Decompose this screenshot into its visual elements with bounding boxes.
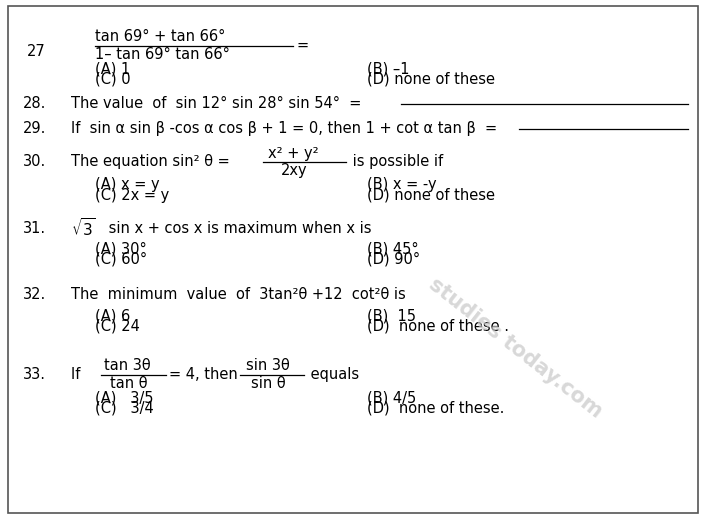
Text: = 4, then: = 4, then xyxy=(169,367,238,382)
Text: (A) 30°: (A) 30° xyxy=(95,242,147,256)
Text: (B) –1: (B) –1 xyxy=(367,61,409,76)
Text: 1– tan 69° tan 66°: 1– tan 69° tan 66° xyxy=(95,47,230,62)
Text: sin θ: sin θ xyxy=(251,376,286,391)
Text: (A) 6: (A) 6 xyxy=(95,308,131,323)
Text: studies today.com: studies today.com xyxy=(425,274,606,421)
Text: (B) 4/5: (B) 4/5 xyxy=(367,390,417,405)
Text: (D) 90°: (D) 90° xyxy=(367,252,420,267)
Text: =: = xyxy=(297,38,309,53)
Text: (B) 45°: (B) 45° xyxy=(367,242,419,256)
Text: (A)   3/5: (A) 3/5 xyxy=(95,390,154,405)
Text: (C) 2x = y: (C) 2x = y xyxy=(95,188,169,202)
Text: (A) x = y: (A) x = y xyxy=(95,177,160,192)
Text: sin x + cos x is maximum when x is: sin x + cos x is maximum when x is xyxy=(104,221,372,236)
Text: 2xy: 2xy xyxy=(281,163,308,177)
Text: (D) none of these: (D) none of these xyxy=(367,188,495,202)
Text: (A) 1: (A) 1 xyxy=(95,61,131,76)
Text: equals: equals xyxy=(306,367,359,382)
Text: tan 3θ: tan 3θ xyxy=(104,359,151,373)
Text: 32.: 32. xyxy=(23,288,47,302)
Text: 27: 27 xyxy=(27,45,46,59)
Text: (D)  none of these .: (D) none of these . xyxy=(367,319,509,334)
Text: (C) 0: (C) 0 xyxy=(95,72,131,87)
Text: 30.: 30. xyxy=(23,155,47,169)
Text: 29.: 29. xyxy=(23,121,47,136)
Text: (C)   3/4: (C) 3/4 xyxy=(95,401,154,416)
Text: (B) x = -y: (B) x = -y xyxy=(367,177,437,192)
Text: If  sin α sin β -cos α cos β + 1 = 0, then 1 + cot α tan β  =: If sin α sin β -cos α cos β + 1 = 0, the… xyxy=(71,121,497,136)
Text: $\sqrt{3}$: $\sqrt{3}$ xyxy=(71,217,95,239)
Text: 31.: 31. xyxy=(23,221,47,236)
Text: The equation sin² θ =: The equation sin² θ = xyxy=(71,155,229,169)
Text: sin 3θ: sin 3θ xyxy=(246,359,289,373)
Text: (D)  none of these.: (D) none of these. xyxy=(367,401,505,416)
Text: x² + y²: x² + y² xyxy=(268,146,319,160)
Text: tan θ: tan θ xyxy=(110,376,148,391)
Text: (C) 60°: (C) 60° xyxy=(95,252,148,267)
Text: 33.: 33. xyxy=(23,367,47,382)
Text: is possible if: is possible if xyxy=(348,155,443,169)
Text: The value  of  sin 12° sin 28° sin 54°  =: The value of sin 12° sin 28° sin 54° = xyxy=(71,97,361,111)
Text: 28.: 28. xyxy=(23,97,47,111)
Text: (D) none of these: (D) none of these xyxy=(367,72,495,87)
Text: If: If xyxy=(71,367,85,382)
Text: (B)  15: (B) 15 xyxy=(367,308,416,323)
Text: tan 69° + tan 66°: tan 69° + tan 66° xyxy=(95,29,226,44)
Text: (C) 24: (C) 24 xyxy=(95,319,140,334)
Text: The  minimum  value  of  3tan²θ +12  cot²θ is: The minimum value of 3tan²θ +12 cot²θ is xyxy=(71,288,405,302)
